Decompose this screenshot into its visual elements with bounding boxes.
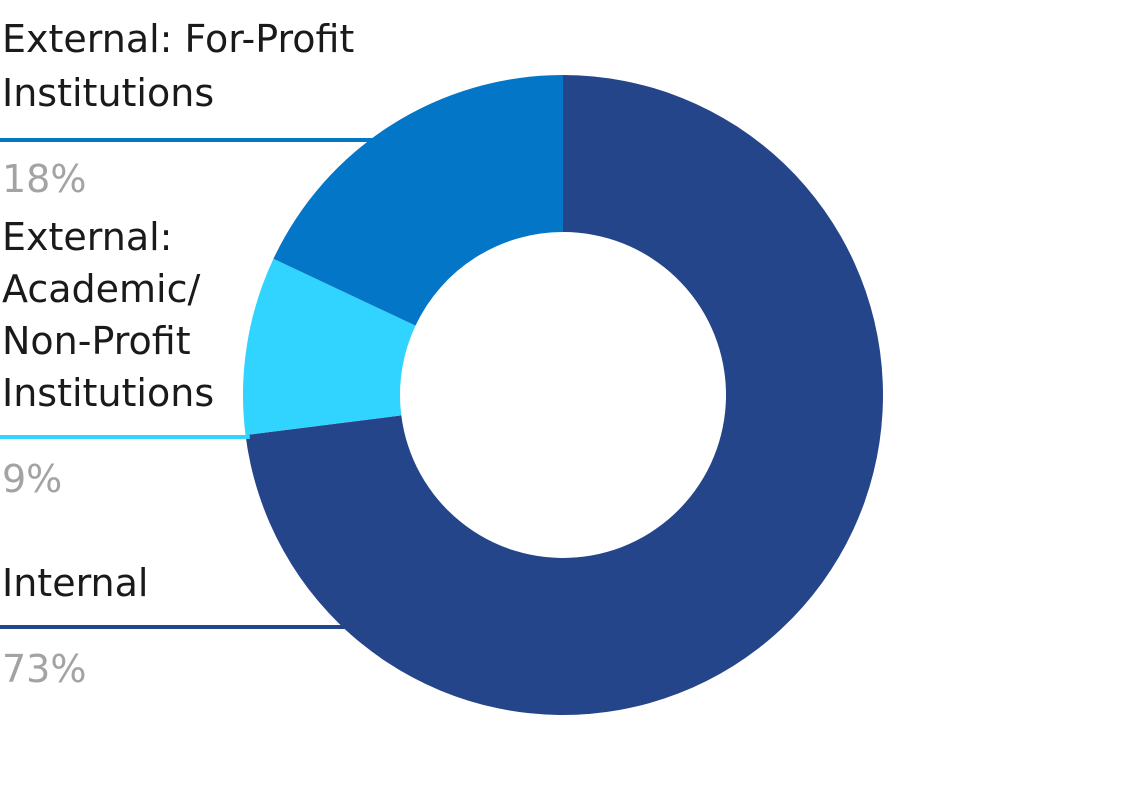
slice-forprofit — [273, 75, 563, 326]
slice-label-internal: Internal — [2, 561, 148, 605]
slice-value-academic: 9% — [2, 457, 62, 501]
slice-internal — [245, 75, 883, 715]
slice-labels: Internal 73% External: Academic/Non-Profit I… — [2, 17, 354, 691]
leader-lines — [0, 138, 374, 629]
slice-value-internal: 73% — [2, 647, 86, 691]
slice-academic — [243, 258, 416, 436]
donut-slices — [243, 75, 883, 715]
slice-label-academic: External: Academic/Non-Profit Institutions — [2, 215, 214, 415]
slice-value-forprofit: 18% — [2, 157, 86, 201]
slice-label-forprofit: External: For-Profit Institutions — [2, 17, 354, 115]
